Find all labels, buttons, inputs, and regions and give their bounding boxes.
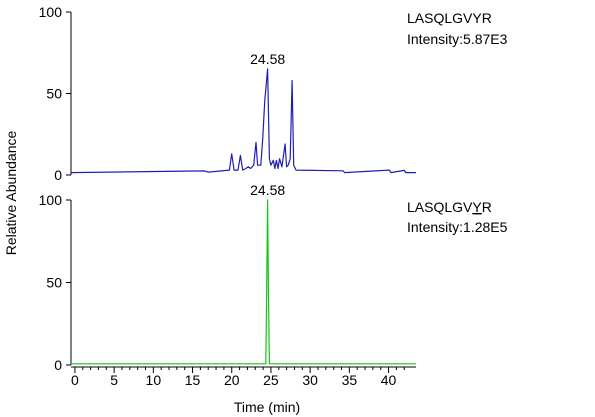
panel-top-intensity: Intensity:5.87E3 [407,31,508,47]
panel-top-title: LASQLGVYR [407,10,492,26]
y-axis-label: Relative Abundance [3,131,19,256]
top-trace-line [70,68,416,174]
bottom-y-tick-label: 0 [54,357,62,373]
x-tick-label: 40 [381,372,397,388]
top-y-tick-label: 50 [46,86,62,102]
panel-bottom-peak-label: 24.58 [250,182,285,198]
x-tick-label: 20 [224,372,240,388]
x-axis-label: Time (min) [234,399,300,415]
x-tick-label: 10 [146,372,162,388]
x-tick-label: 30 [302,372,318,388]
panel-bottom: LASQLGVYR Intensity:1.28E5 24.58 0 50 100 [39,182,508,373]
panel-bottom-intensity: Intensity:1.28E5 [407,219,508,235]
top-y-tick-label: 100 [39,4,63,20]
panel-top-peak-label: 24.58 [250,51,285,67]
bottom-y-tick-label: 100 [39,192,63,208]
x-tick-label: 0 [71,372,79,388]
bottom-y-tick-label: 50 [46,275,62,291]
bottom-trace-line [71,199,416,365]
x-tick-label: 35 [342,372,358,388]
top-y-tick-label: 0 [54,167,62,183]
x-tick-label: 15 [185,372,201,388]
x-tick-label: 5 [110,372,118,388]
x-tick-label: 25 [263,372,279,388]
panel-top: LASQLGVYR Intensity:5.87E3 24.58 0 50 100 [39,4,508,183]
x-axis: 0 5 10 15 20 25 30 35 40 [71,366,416,388]
panel-bottom-title: LASQLGVYR [407,199,492,215]
